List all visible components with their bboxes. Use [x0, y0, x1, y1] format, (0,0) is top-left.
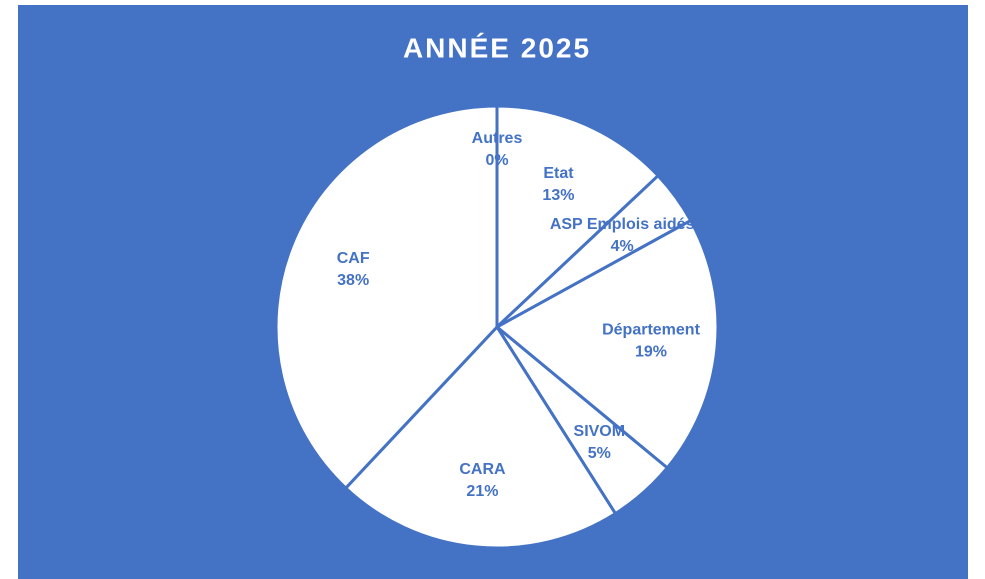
- slice-category: Etat: [543, 165, 574, 182]
- slice-category: SIVOM: [574, 423, 626, 440]
- slice-label: Autres 0%: [472, 130, 523, 169]
- slice-category: Département: [602, 322, 700, 339]
- pie-slice: [495, 219, 720, 470]
- slice-label: CAF 38%: [337, 250, 370, 289]
- slice-label: SIVOM 5%: [574, 423, 626, 462]
- pie-slice: [274, 104, 499, 490]
- slice-category: Autres: [472, 130, 523, 147]
- slice-category: ASP Emplois aidés: [550, 216, 695, 233]
- slice-label: Département 19%: [602, 322, 700, 361]
- slice-value: 4%: [611, 238, 634, 255]
- slice-value: 38%: [337, 272, 369, 289]
- slice-value: 5%: [588, 445, 611, 462]
- slice-value: 0%: [485, 152, 508, 169]
- slice-label: Etat 13%: [542, 165, 574, 204]
- pie-slice: [344, 325, 617, 550]
- slice-value: 21%: [466, 483, 498, 500]
- slice-label: CARA 21%: [459, 461, 506, 500]
- slice-category: CARA: [459, 461, 506, 478]
- chart-title: ANNÉE 2025: [403, 32, 591, 63]
- slice-value: 13%: [542, 187, 574, 204]
- slice-label: ASP Emplois aidés 4%: [550, 216, 695, 255]
- slice-value: 19%: [635, 344, 667, 361]
- pie-slice: [495, 104, 660, 329]
- slice-category: CAF: [337, 250, 370, 267]
